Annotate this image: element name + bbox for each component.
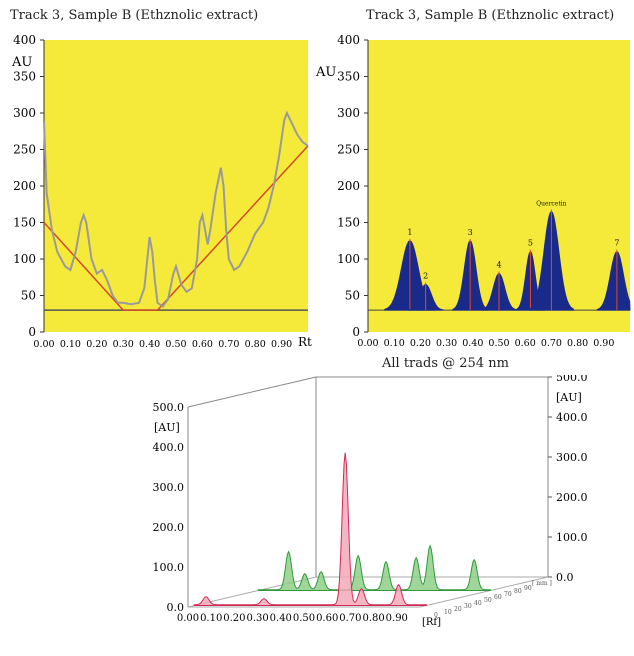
y-tick-label: 250 xyxy=(13,143,36,157)
y-tick-label-left: 500.0 xyxy=(153,401,185,414)
series-area xyxy=(257,544,491,591)
peak-label: 7 xyxy=(614,239,619,248)
x-tick-label: 0.20 xyxy=(223,613,245,624)
y-tick-label-right: 300.0 xyxy=(556,451,588,464)
x-tick-label: 0.30 xyxy=(436,338,457,349)
baseline-line xyxy=(43,145,309,311)
depth-tick-label: 50 xyxy=(484,597,492,604)
x-tick-label: 0.90 xyxy=(386,613,408,624)
y-tick-label-left: 200.0 xyxy=(153,521,185,534)
y-tick-label-right: 200.0 xyxy=(556,491,588,504)
x-tick-label: 0.20 xyxy=(410,338,431,349)
x-tick-label: 0.70 xyxy=(339,613,361,624)
x-tick-label: 0.40 xyxy=(270,613,292,624)
y-tick-label: 150 xyxy=(337,216,360,230)
x-tick-label: 0.70 xyxy=(218,339,239,350)
depth-tick-label: 20 xyxy=(454,606,462,613)
depth-axis-label: [ mm ] xyxy=(532,580,552,587)
peak-label: Quercetin xyxy=(536,201,566,208)
x-tick-label: 0.10 xyxy=(60,339,81,350)
y-tick-label-right: 100.0 xyxy=(556,531,588,544)
y-tick-label: 100 xyxy=(337,252,360,266)
x-tick-label: 0.80 xyxy=(362,613,384,624)
depth-tick-label: 0 xyxy=(434,612,438,619)
depth-tick-label: 60 xyxy=(494,594,502,601)
depth-tick-label: 40 xyxy=(474,600,482,607)
y-tick-label: 400 xyxy=(337,33,360,47)
y-tick-label: 0 xyxy=(352,325,360,339)
y-tick-label: 200 xyxy=(13,179,36,193)
y-tick-label: 400 xyxy=(13,33,36,47)
y-tick-label-right: 0.0 xyxy=(556,571,574,584)
peak-label: 3 xyxy=(468,228,473,237)
depth-tick-label: 80 xyxy=(514,588,522,595)
y-axis-label-right: [AU] xyxy=(556,391,582,404)
y-axis-label-left: [AU] xyxy=(154,421,180,434)
x-tick-label: 0.50 xyxy=(488,338,509,349)
y-tick-label: 100 xyxy=(13,252,36,266)
x-tick-label: 0.50 xyxy=(293,613,315,624)
series-area xyxy=(193,452,427,606)
depth-tick-label: 10 xyxy=(444,609,452,616)
x-tick-label: 0.40 xyxy=(139,339,160,350)
axis-gap xyxy=(139,333,162,339)
y-tick-label-left: 100.0 xyxy=(153,561,185,574)
y-tick-label: 350 xyxy=(13,70,36,84)
x-tick-label: 0.10 xyxy=(200,613,222,624)
x-tick-label: 0.10 xyxy=(384,338,405,349)
x-axis-label: Rt xyxy=(298,335,312,349)
peak-label: 5 xyxy=(528,239,533,248)
x-tick-label: 0.70 xyxy=(541,338,562,349)
top-left-edge xyxy=(187,376,317,408)
peak-label: 2 xyxy=(423,272,428,281)
depth-tick-label: 70 xyxy=(504,591,512,598)
x-axis-label: [Rf] xyxy=(422,617,441,628)
y-tick-label: 50 xyxy=(21,289,36,303)
chart3: 0.0100.0200.0300.0400.0500.0[AU]0.0100.0… xyxy=(153,375,588,628)
x-tick-label: 0.60 xyxy=(192,339,213,350)
y-tick-label-left: 0.0 xyxy=(167,601,185,614)
y-tick-label: 300 xyxy=(337,106,360,120)
x-tick-label: 0.40 xyxy=(462,338,483,349)
peak-area xyxy=(596,251,631,311)
y-tick-label: 300 xyxy=(13,106,36,120)
peak-label: 4 xyxy=(496,261,501,270)
y-axis-label: AU xyxy=(315,65,336,80)
y-tick-label-right: 500.0 xyxy=(556,375,588,384)
x-tick-label: 0.30 xyxy=(113,339,134,350)
peak-label: 1 xyxy=(407,228,412,237)
depth-tick-label: 30 xyxy=(464,603,472,610)
x-tick-label: 0.00 xyxy=(177,613,199,624)
x-tick-label: 0.00 xyxy=(33,339,54,350)
x-tick-label: 0.30 xyxy=(246,613,268,624)
y-tick-label-left: 400.0 xyxy=(153,441,185,454)
depth-tick-label: 90 xyxy=(524,585,532,592)
y-tick-label: 200 xyxy=(337,179,360,193)
y-tick-label-left: 300.0 xyxy=(153,481,185,494)
plot-background xyxy=(44,40,308,332)
x-tick-label: 0.20 xyxy=(86,339,107,350)
chart2: 0 50 100 150 200 250 300 350 400 AU 0.00 0.10 0.20 0.… xyxy=(315,33,631,349)
y-tick-label: 50 xyxy=(345,289,360,303)
y-tick-label: 150 xyxy=(13,216,36,230)
x-tick-label: 0.90 xyxy=(271,339,292,350)
x-tick-label: 0.80 xyxy=(567,338,588,349)
series-line xyxy=(43,110,309,308)
y-tick-label: 350 xyxy=(337,70,360,84)
y-axis-label: AU xyxy=(11,55,32,70)
y-tick-label-right: 400.0 xyxy=(556,411,588,424)
x-tick-label: 0.50 xyxy=(165,339,186,350)
chart1: 0 50 100 150 200 250 300 350 400 AU 0.00 0.10 0.20 0.… xyxy=(11,33,312,350)
chart1-title: Track 3, Sample B (Ethznolic extract) xyxy=(10,8,259,23)
y-tick-label: 0 xyxy=(28,325,36,339)
chart2-title: Track 3, Sample B (Ethznolic extract) xyxy=(366,8,615,23)
x-tick-label: 0.90 xyxy=(593,338,614,349)
x-tick-label: 0.80 xyxy=(245,339,266,350)
x-tick-label: 0.60 xyxy=(316,613,338,624)
chart3-title: All trads @ 254 nm xyxy=(382,356,509,371)
x-tick-label: 0.00 xyxy=(357,338,378,349)
y-tick-label: 250 xyxy=(337,143,360,157)
x-tick-label: 0.60 xyxy=(515,338,536,349)
